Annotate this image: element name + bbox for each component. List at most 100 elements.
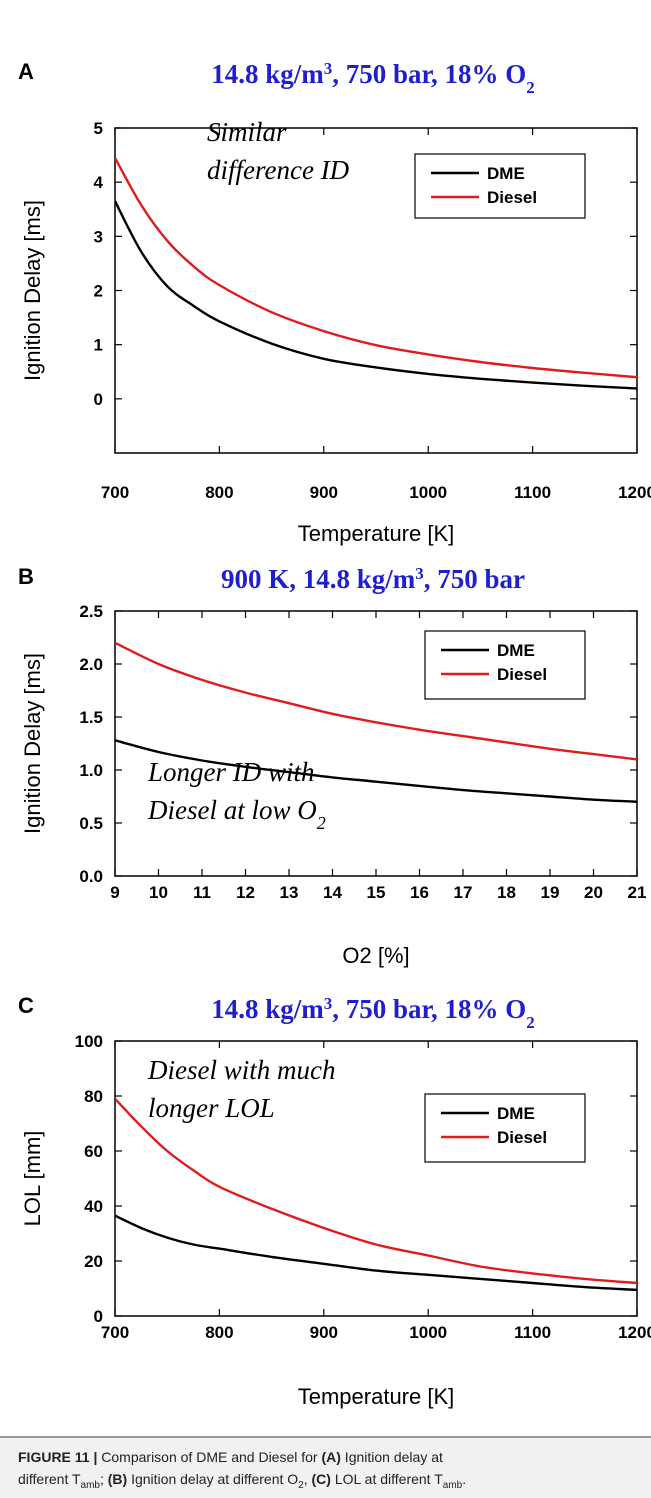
plot-frame <box>114 1040 638 1317</box>
x-tick-label: 700 <box>101 1323 129 1342</box>
annotation-text: Longer ID with <box>147 757 315 787</box>
legend: DME Diesel <box>424 630 586 700</box>
caption-text: LOL at different T <box>330 1471 443 1487</box>
x-tick-label: 18 <box>497 883 516 902</box>
x-tick-label: 9 <box>110 883 119 902</box>
y-tick-label: 40 <box>84 1197 103 1216</box>
x-axis-label: O2 [%] <box>342 943 409 968</box>
y-tick-label: 100 <box>75 1032 103 1051</box>
y-tick-label: 0 <box>94 390 103 409</box>
caption-panel-a: (A) <box>321 1449 341 1465</box>
chart-title: 14.8 kg/m3, 750 bar, 18% O2 <box>211 994 535 1032</box>
x-tick-label: 14 <box>323 883 342 902</box>
caption-panel-c: (C) <box>311 1471 331 1487</box>
x-tick-label: 21 <box>628 883 647 902</box>
x-tick-label: 900 <box>310 483 338 502</box>
x-tick-label: 16 <box>410 883 429 902</box>
x-tick-label: 1100 <box>514 483 551 502</box>
y-tick-label: 60 <box>84 1142 103 1161</box>
legend-label-dme: DME <box>487 164 525 183</box>
caption-subscript: 2 <box>298 1479 304 1491</box>
y-tick-label: 20 <box>84 1252 103 1271</box>
y-tick-label: 0.5 <box>79 814 103 833</box>
caption-subscript: amb <box>442 1479 463 1491</box>
caption-text: different T <box>18 1471 81 1487</box>
legend-label-dme: DME <box>497 1104 535 1123</box>
caption-text: Ignition delay at <box>340 1449 443 1465</box>
x-axis-label: Temperature [K] <box>298 521 455 546</box>
annotation-text: longer LOL <box>148 1093 275 1123</box>
annotation-text: difference ID <box>207 155 350 185</box>
x-tick-label: 11 <box>193 883 211 902</box>
caption-text: . <box>462 1471 467 1487</box>
annotation-text: Diesel at low O2 <box>147 795 326 833</box>
legend-label-diesel: Diesel <box>497 665 547 684</box>
series-line-diesel <box>115 157 637 379</box>
x-tick-label: 15 <box>367 883 386 902</box>
x-tick-label: 20 <box>584 883 603 902</box>
annotation-text: Similar <box>207 117 287 147</box>
caption-text: Ignition delay at different O <box>127 1471 299 1487</box>
legend-label-diesel: Diesel <box>497 1128 547 1147</box>
legend: DME Diesel <box>424 1093 586 1163</box>
x-tick-label: 10 <box>149 883 168 902</box>
y-tick-label: 3 <box>94 227 103 246</box>
chart-panel-b: B 900 K, 14.8 kg/m3, 750 bar 9 10 11 12 13 14 15… <box>18 564 646 969</box>
y-axis-label: Ignition Delay [ms] <box>20 200 45 381</box>
caption-text: Comparison of DME and Diesel for <box>97 1449 322 1465</box>
caption-text: , <box>303 1471 312 1487</box>
series-line-dme <box>115 1214 637 1292</box>
y-tick-label: 1.5 <box>79 708 103 727</box>
legend-box <box>424 1093 586 1163</box>
y-tick-label: 1 <box>94 336 103 355</box>
x-tick-label: 1000 <box>409 483 447 502</box>
x-tick-label: 1100 <box>514 1323 551 1342</box>
y-tick-label: 0 <box>94 1307 103 1326</box>
y-tick-label: 80 <box>84 1087 103 1106</box>
panel-letter: C <box>18 993 34 1018</box>
x-tick-label: 700 <box>101 483 129 502</box>
legend-box <box>414 153 586 219</box>
legend-label-diesel: Diesel <box>487 188 537 207</box>
y-axis-label: LOL [mm] <box>20 1131 45 1227</box>
figure-caption: FIGURE 11 | Comparison of DME and Diesel… <box>0 1436 651 1498</box>
x-tick-label: 900 <box>310 1323 338 1342</box>
x-tick-label: 13 <box>280 883 299 902</box>
x-tick-label: 800 <box>205 1323 233 1342</box>
x-tick-label: 800 <box>205 483 233 502</box>
panel-letter: B <box>18 564 34 589</box>
series-line-diesel <box>115 641 637 761</box>
caption-subscript: amb <box>80 1479 100 1491</box>
y-tick-label: 2.5 <box>79 602 103 621</box>
y-axis-label: Ignition Delay [ms] <box>20 653 45 834</box>
y-tick-label: 0.0 <box>79 867 103 886</box>
chart-title: 900 K, 14.8 kg/m3, 750 bar <box>221 564 525 595</box>
series-line-dme <box>115 200 637 390</box>
legend-label-dme: DME <box>497 641 535 660</box>
chart-panel-a: A 14.8 kg/m3, 750 bar, 18% O2 700 800 900 100… <box>18 59 651 547</box>
x-tick-label: 19 <box>541 883 560 902</box>
y-tick-label: 1.0 <box>79 761 103 780</box>
x-tick-label: 17 <box>454 883 473 902</box>
annotation-text: Diesel with much <box>147 1055 335 1085</box>
x-axis-label: Temperature [K] <box>298 1384 455 1409</box>
x-tick-label: 1000 <box>409 1323 447 1342</box>
y-tick-label: 2 <box>94 282 103 301</box>
x-tick-label: 12 <box>236 883 255 902</box>
legend: DME Diesel <box>414 153 586 219</box>
caption-label: FIGURE 11 | <box>18 1449 98 1465</box>
caption-panel-b: (B) <box>107 1471 128 1487</box>
panel-letter: A <box>18 59 34 84</box>
series-line-diesel <box>115 1097 637 1285</box>
caption-text: ; <box>99 1471 108 1487</box>
chart-title: 14.8 kg/m3, 750 bar, 18% O2 <box>211 59 535 97</box>
series-line-dme <box>115 739 637 803</box>
y-tick-label: 4 <box>94 173 104 192</box>
legend-box <box>424 630 586 700</box>
y-tick-label: 5 <box>94 119 103 138</box>
y-tick-label: 2.0 <box>79 655 103 674</box>
